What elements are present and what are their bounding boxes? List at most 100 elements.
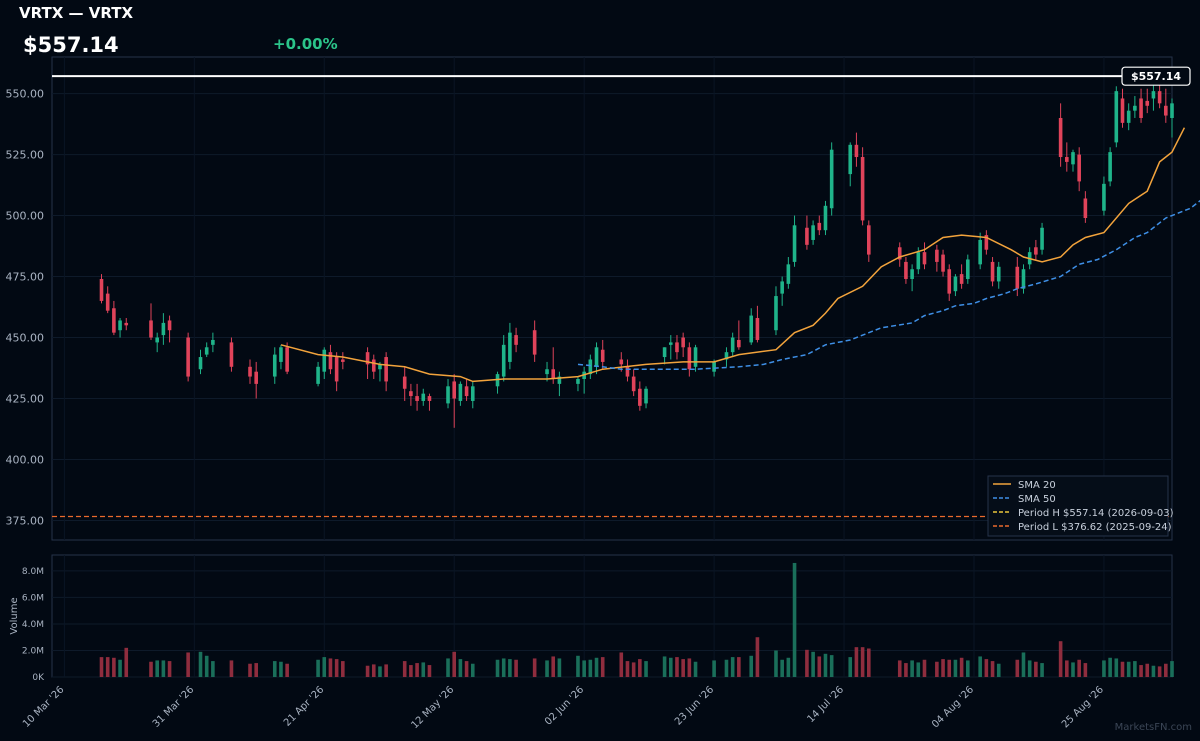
volume-bar — [1145, 663, 1150, 677]
candle-body — [848, 144, 853, 175]
volume-bar — [1021, 652, 1026, 677]
volume-panel — [51, 554, 1173, 678]
volume-axis: 0K 2.0M 4.0M 6.0M 8.0M — [22, 567, 45, 683]
volume-bar — [588, 659, 593, 677]
volume-bar — [248, 663, 252, 677]
volume-bar — [1034, 661, 1038, 677]
volume-bar — [334, 659, 339, 677]
candle-body — [966, 259, 970, 279]
candle-body — [452, 381, 457, 399]
candle-body — [662, 347, 667, 358]
candle-body — [365, 352, 370, 365]
candle-body — [532, 330, 537, 355]
volume-bar — [953, 659, 958, 677]
volume-bar — [1157, 666, 1162, 677]
volume-bar — [1015, 659, 1020, 677]
candle-body — [1170, 103, 1174, 118]
volume-bar — [693, 661, 698, 677]
volume-bar — [749, 655, 754, 677]
watermark: MarketsFN.com — [1114, 722, 1192, 733]
candle-body — [409, 391, 413, 397]
candle-body — [1164, 105, 1168, 116]
volume-bar — [910, 660, 914, 677]
volume-bar — [780, 659, 784, 677]
volume-bar — [681, 659, 685, 677]
volume-bar — [514, 659, 518, 677]
candle-body — [1021, 269, 1026, 289]
price-change: +0.00% — [273, 35, 338, 53]
volume-bar — [452, 651, 457, 677]
candle-body — [675, 342, 679, 353]
candle-body — [421, 393, 426, 401]
volume-bar — [99, 657, 104, 677]
volume-bar — [811, 651, 815, 677]
candle-body — [935, 249, 939, 262]
volume-bar — [409, 665, 413, 677]
volume-bar — [495, 659, 500, 677]
legend: SMA 20 SMA 50 Period H $557.14 (2026-09-03… — [987, 475, 1174, 537]
candle-body — [730, 337, 735, 353]
volume-bar — [978, 656, 982, 677]
candle-body — [693, 347, 698, 367]
price-tag-box — [1121, 66, 1191, 86]
volume-bar — [1164, 663, 1168, 677]
volume-bar — [990, 661, 995, 677]
candle-body — [551, 369, 556, 379]
volume-bar — [254, 663, 258, 677]
volume-bar — [1027, 660, 1032, 677]
candle-body — [384, 357, 388, 382]
candle-body — [959, 274, 964, 284]
candle-body — [724, 352, 729, 360]
y-tick-label: 525.00 — [6, 149, 45, 162]
volume-bar — [204, 655, 209, 677]
volume-bar — [371, 664, 376, 677]
period-lines — [52, 75, 1172, 518]
volume-bar — [1120, 661, 1125, 677]
volume-bar — [774, 650, 778, 677]
volume-bar — [167, 661, 172, 677]
candle-body — [996, 266, 1001, 282]
candle-body — [1108, 152, 1112, 182]
y-tick-label: 450.00 — [6, 332, 45, 345]
candle-body — [1040, 227, 1044, 250]
volume-bars — [99, 562, 1174, 677]
candle-body — [99, 278, 104, 301]
x-tick-label: 21 Apr '26 — [282, 684, 326, 728]
candle-body — [823, 205, 828, 231]
volume-bar — [594, 657, 599, 677]
candle-body — [1034, 247, 1038, 255]
candle-body — [625, 366, 630, 377]
candle-body — [415, 396, 419, 401]
volume-bar — [105, 657, 110, 677]
volume-bar — [625, 661, 630, 677]
volume-bar — [1108, 657, 1112, 677]
volume-bar — [817, 656, 822, 677]
volume-bar — [1040, 663, 1044, 677]
legend-label: Period H $557.14 (2026-09-03) — [1018, 508, 1174, 519]
volume-bar — [551, 656, 556, 677]
candle-body — [427, 396, 432, 401]
volume-tick-label: 6.0M — [22, 593, 44, 603]
x-tick-label: 25 Aug '26 — [1060, 684, 1106, 730]
volume-bar — [328, 658, 333, 677]
candle-body — [254, 371, 258, 384]
volume-bar — [668, 657, 673, 677]
volume-bar — [458, 659, 463, 677]
x-tick-label: 12 May '26 — [409, 684, 456, 731]
volume-bar — [675, 657, 679, 677]
candle-body — [1065, 157, 1069, 162]
x-tick-label: 23 Jun '26 — [673, 684, 716, 727]
candle-body — [780, 281, 784, 294]
volume-bar — [545, 660, 549, 677]
volume-tick-label: 2.0M — [22, 646, 44, 656]
volume-bar — [557, 658, 562, 677]
volume-bar — [508, 659, 512, 677]
volume-bar — [662, 656, 667, 677]
volume-bar — [755, 637, 760, 677]
volume-bar — [916, 662, 921, 677]
volume-bar — [724, 659, 729, 677]
volume-bar — [341, 661, 345, 677]
candle-body — [371, 359, 376, 372]
candle-body — [1102, 183, 1106, 211]
